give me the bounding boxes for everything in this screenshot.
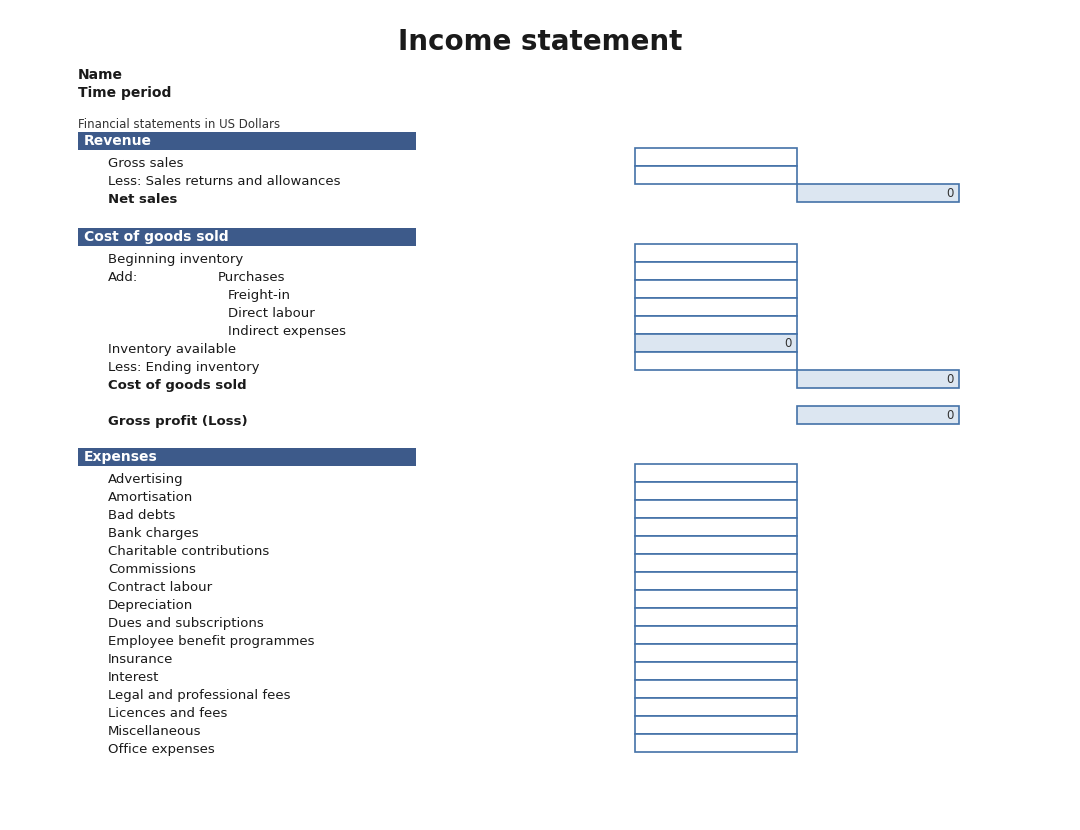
Text: Advertising: Advertising — [108, 473, 184, 486]
Text: 0: 0 — [947, 187, 954, 199]
Text: 0: 0 — [785, 336, 792, 349]
Bar — [635, 680, 797, 698]
Bar — [797, 184, 959, 202]
Bar — [635, 716, 797, 734]
Text: Financial statements in US Dollars: Financial statements in US Dollars — [78, 118, 280, 131]
Text: Income statement: Income statement — [397, 28, 683, 56]
Text: Purchases: Purchases — [218, 271, 285, 284]
Text: Dues and subscriptions: Dues and subscriptions — [108, 617, 264, 630]
Bar — [635, 244, 797, 262]
Text: Expenses: Expenses — [84, 450, 158, 464]
Text: 0: 0 — [947, 373, 954, 385]
Bar — [635, 536, 797, 554]
Bar — [635, 554, 797, 572]
Text: 0: 0 — [947, 408, 954, 422]
Bar — [635, 298, 797, 316]
Text: Less: Ending inventory: Less: Ending inventory — [108, 361, 259, 374]
Bar — [797, 370, 959, 388]
Bar — [635, 262, 797, 280]
Text: Less: Sales returns and allowances: Less: Sales returns and allowances — [108, 175, 340, 188]
Text: Employee benefit programmes: Employee benefit programmes — [108, 635, 314, 648]
Bar — [635, 334, 797, 352]
Text: Beginning inventory: Beginning inventory — [108, 253, 243, 266]
Text: Contract labour: Contract labour — [108, 581, 212, 594]
Bar — [635, 500, 797, 518]
Text: Name: Name — [78, 68, 123, 82]
Text: Office expenses: Office expenses — [108, 743, 215, 756]
Text: Commissions: Commissions — [108, 563, 195, 576]
Bar — [635, 148, 797, 166]
Text: Licences and fees: Licences and fees — [108, 707, 228, 720]
Bar — [635, 166, 797, 184]
Text: Freight-in: Freight-in — [228, 289, 291, 302]
Bar — [635, 698, 797, 716]
Bar — [635, 626, 797, 644]
Text: Insurance: Insurance — [108, 653, 174, 666]
Text: Interest: Interest — [108, 671, 160, 684]
Bar — [635, 352, 797, 370]
Bar — [635, 734, 797, 752]
Text: Bad debts: Bad debts — [108, 509, 175, 522]
Text: Gross sales: Gross sales — [108, 157, 184, 170]
Text: Amortisation: Amortisation — [108, 491, 193, 504]
Bar — [635, 608, 797, 626]
Text: Net sales: Net sales — [108, 193, 177, 206]
Text: Legal and professional fees: Legal and professional fees — [108, 689, 291, 702]
Bar — [635, 572, 797, 590]
Text: Miscellaneous: Miscellaneous — [108, 725, 202, 738]
Text: Cost of goods sold: Cost of goods sold — [84, 230, 229, 244]
Text: Cost of goods sold: Cost of goods sold — [108, 379, 246, 392]
Bar — [78, 228, 416, 246]
Text: Gross profit (Loss): Gross profit (Loss) — [108, 415, 247, 428]
Bar — [635, 280, 797, 298]
Text: Revenue: Revenue — [84, 134, 152, 148]
Bar — [635, 518, 797, 536]
Bar — [78, 448, 416, 466]
Text: Bank charges: Bank charges — [108, 527, 199, 540]
Bar — [635, 590, 797, 608]
Text: Inventory available: Inventory available — [108, 343, 237, 356]
Bar — [635, 644, 797, 662]
Text: Time period: Time period — [78, 86, 172, 100]
Text: Indirect expenses: Indirect expenses — [228, 325, 346, 338]
Bar — [78, 132, 416, 150]
Bar — [797, 406, 959, 424]
Bar — [635, 464, 797, 482]
Bar — [635, 316, 797, 334]
Text: Add:: Add: — [108, 271, 138, 284]
Text: Direct labour: Direct labour — [228, 307, 314, 320]
Text: Charitable contributions: Charitable contributions — [108, 545, 269, 558]
Bar — [635, 662, 797, 680]
Text: Depreciation: Depreciation — [108, 599, 193, 612]
Bar — [635, 482, 797, 500]
